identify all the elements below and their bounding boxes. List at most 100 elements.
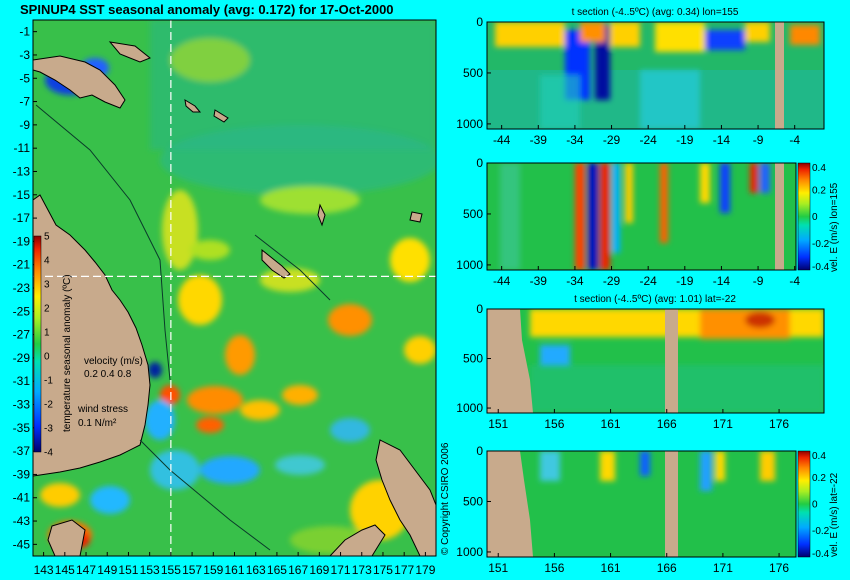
main-map-x-tick-label: 169	[309, 563, 329, 577]
main-map-y-tick-label: -23	[13, 281, 31, 295]
main-colorbar-tick-label: 4	[44, 256, 50, 267]
main-map-x-tick-label: 163	[246, 563, 266, 577]
main-map-x-tick-label: 149	[97, 563, 117, 577]
main-map-y-tick-labels: -1 -3 -5 -7 -9 -11 -13 -15 -17 -19 -21 -23 -25 -27 -29…	[13, 25, 37, 551]
panel2-x-tick-label: -39	[530, 274, 548, 288]
panel3-y-tick-labels: 0 500 1000	[456, 302, 491, 415]
panel2-colorbar-label: vel. E (m/s) lon=155	[829, 182, 840, 272]
main-map-x-tick-label: 157	[182, 563, 202, 577]
main-map-y-tick-label: -7	[19, 95, 30, 109]
panel1-x-tick-labels: -44 -39 -34 -29 -24 -19 -14 -9 -4	[493, 125, 800, 147]
panel4-y-tick-label: 1000	[456, 545, 483, 559]
panel4-colorbar-tick-label: 0.2	[812, 473, 826, 484]
panel1-y-tick-label: 1000	[456, 117, 483, 131]
panel1-plot	[487, 22, 824, 129]
main-map-x-tick-label: 179	[415, 563, 435, 577]
main-map-y-tick-label: -9	[19, 118, 30, 132]
main-map-y-tick-label: -37	[13, 444, 31, 458]
panel2-x-tick-label: -34	[566, 274, 584, 288]
main-map	[33, 20, 436, 556]
panel2-y-tick-labels: 0 500 1000	[456, 156, 491, 272]
main-map-title: SPINUP4 SST seasonal anomaly (avg: 0.172…	[20, 2, 394, 17]
panel4-y-tick-label: 500	[463, 494, 483, 508]
panel4-y-tick-labels: 0 500 1000	[456, 444, 491, 559]
panel4-x-tick-label: 166	[657, 561, 677, 575]
panel3-x-tick-label: 176	[769, 417, 789, 431]
panel1-x-tick-label: -34	[566, 133, 584, 147]
panel4-y-tick-label: 0	[476, 444, 483, 458]
main-map-x-tick-label: 159	[203, 563, 223, 577]
panel1-y-tick-label: 0	[476, 15, 483, 29]
panel4-colorbar-label: vel. E (m/s) lat=-22	[829, 472, 840, 557]
panel2-x-tick-labels: -44 -39 -34 -29 -24 -19 -14 -9 -4	[493, 266, 800, 288]
main-map-x-tick-label: 161	[224, 563, 244, 577]
main-map-y-tick-label: -45	[13, 537, 31, 551]
main-map-y-tick-label: -31	[13, 374, 31, 388]
main-map-x-tick-label: 145	[55, 563, 75, 577]
panel2-plot	[487, 163, 796, 270]
panel4-x-tick-label: 176	[769, 561, 789, 575]
wind-stress-legend-label: wind stress	[77, 404, 128, 415]
panel3-x-tick-label: 171	[713, 417, 733, 431]
panel2-x-tick-label: -29	[603, 274, 621, 288]
main-colorbar-tick-label: -3	[44, 424, 53, 435]
main-map-y-tick-label: -35	[13, 421, 31, 435]
panel1-title: t section (-4..5ºC) (avg: 0.34) lon=155	[572, 7, 739, 18]
main-map-y-tick-label: -39	[13, 467, 31, 481]
panel4-x-tick-label: 161	[601, 561, 621, 575]
panel2-colorbar: 0.4 0.2 0 -0.2 -0.4 vel. E (m/s) lon=155	[797, 162, 840, 273]
panel4-colorbar-tick-label: 0.4	[812, 451, 826, 462]
main-colorbar-tick-label: 0	[44, 352, 50, 363]
main-map-y-tick-label: -25	[13, 304, 31, 318]
main-map-y-tick-label: -1	[19, 25, 30, 39]
panel4-colorbar-tick-label: 0	[812, 500, 818, 511]
panel3-x-tick-label: 161	[601, 417, 621, 431]
panel2-x-tick-label: -44	[493, 274, 511, 288]
main-map-y-tick-label: -15	[13, 188, 31, 202]
main-map-y-tick-label: -13	[13, 164, 31, 178]
panel3-x-tick-label: 151	[488, 417, 508, 431]
panel1-x-tick-label: -24	[640, 133, 658, 147]
main-map-x-tick-label: 147	[76, 563, 96, 577]
panel2-x-tick-label: -4	[789, 274, 800, 288]
main-map-x-tick-label: 155	[161, 563, 181, 577]
velocity-legend-scale: 0.2 0.4 0.8	[84, 369, 132, 380]
panel3-x-tick-labels: 151 156 161 166 171 176	[488, 409, 789, 431]
panel2-colorbar-tick-label: -0.4	[812, 262, 830, 273]
panel3-x-tick-label: 166	[657, 417, 677, 431]
main-colorbar: 5 4 3 2 1 0 -1 -2 -3 -4 temperature seasonal anom…	[33, 232, 73, 459]
panel1-x-tick-label: -4	[789, 133, 800, 147]
wind-stress-legend-scale: 0.1 N/m²	[78, 418, 117, 429]
main-map-y-tick-label: -17	[13, 211, 31, 225]
main-colorbar-tick-label: -2	[44, 400, 53, 411]
panel1-x-tick-label: -19	[676, 133, 694, 147]
panel4-x-tick-label: 171	[713, 561, 733, 575]
panel1-x-tick-label: -29	[603, 133, 621, 147]
main-map-x-tick-label: 173	[352, 563, 372, 577]
main-map-x-tick-label: 175	[373, 563, 393, 577]
main-map-y-tick-label: -5	[19, 71, 30, 85]
main-colorbar-tick-label: 5	[44, 232, 50, 243]
panel2-y-tick-label: 0	[476, 156, 483, 170]
main-colorbar-tick-labels: 5 4 3 2 1 0 -1 -2 -3 -4	[44, 232, 53, 459]
main-colorbar-tick-label: 1	[44, 328, 50, 339]
panel4-colorbar-tick-labels: 0.4 0.2 0 -0.2 -0.4	[812, 451, 830, 560]
panel4-x-tick-label: 151	[488, 561, 508, 575]
panel4-x-tick-label: 156	[544, 561, 564, 575]
main-map-x-tick-label: 153	[140, 563, 160, 577]
copyright-text: © Copyright CSIRO 2006	[440, 442, 451, 555]
main-map-x-tick-label: 171	[331, 563, 351, 577]
panel2-x-tick-label: -24	[640, 274, 658, 288]
panel3-y-tick-label: 0	[476, 302, 483, 316]
panel3-y-tick-label: 1000	[456, 401, 483, 415]
panel3-x-tick-label: 156	[544, 417, 564, 431]
panel2-colorbar-tick-label: 0.4	[812, 163, 826, 174]
main-map-y-tick-label: -41	[13, 491, 31, 505]
panel3-y-tick-label: 500	[463, 352, 483, 366]
main-colorbar-tick-label: 2	[44, 304, 50, 315]
main-map-x-tick-label: 165	[267, 563, 287, 577]
main-map-y-tick-label: -11	[14, 141, 31, 155]
panel3-plot	[487, 309, 824, 413]
panel4-plot	[487, 451, 796, 557]
